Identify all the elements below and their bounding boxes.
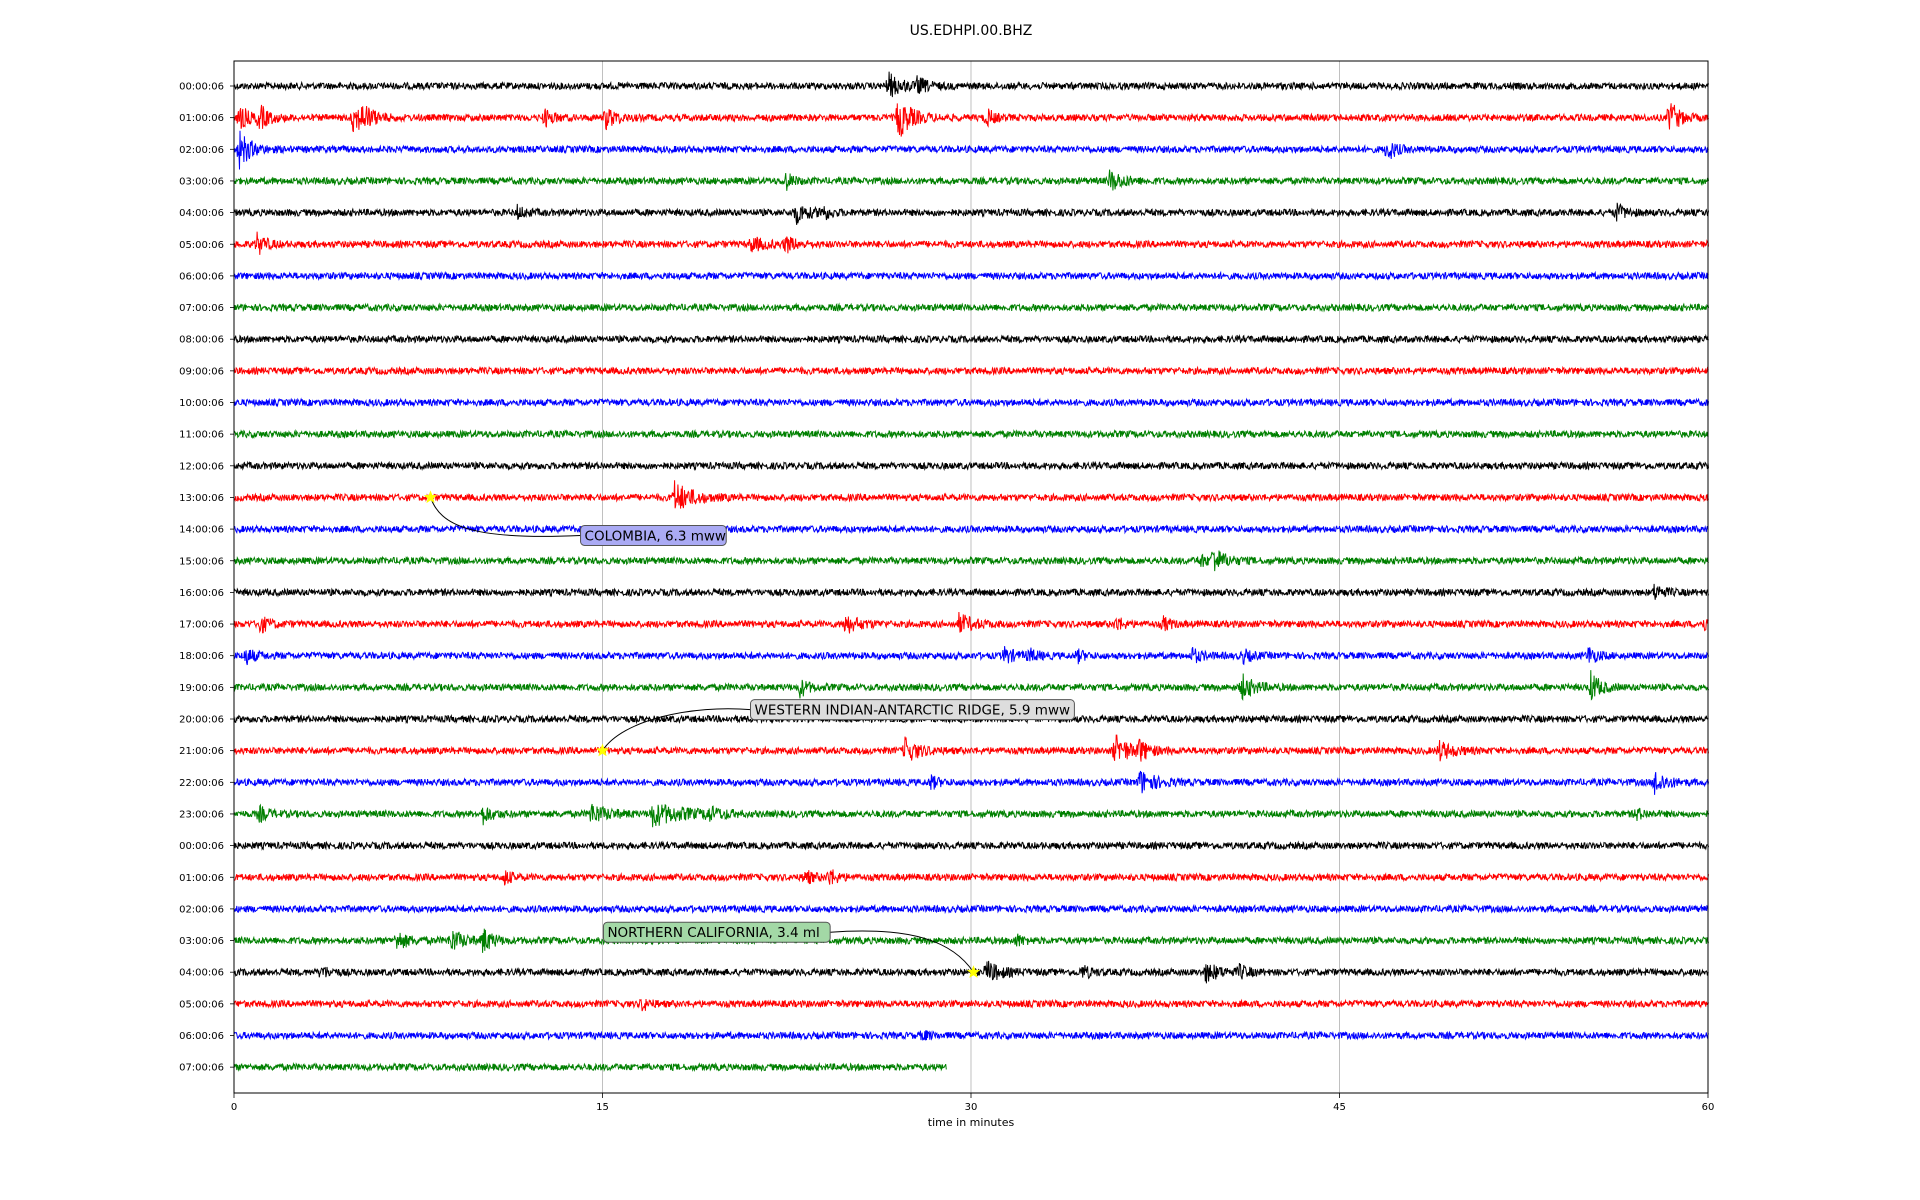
row-time-label: 03:00:06	[179, 176, 224, 187]
seismogram-trace	[233, 670, 1709, 702]
row-time-label: 06:00:06	[179, 1031, 224, 1042]
seismogram-trace	[233, 103, 1709, 137]
row-time-label: 01:00:06	[179, 873, 224, 884]
seismogram-trace	[233, 333, 1709, 345]
row-time-label: 14:00:06	[179, 525, 224, 536]
seismogram-trace	[233, 302, 1709, 313]
row-time-label: 12:00:06	[179, 461, 224, 472]
x-tick-label: 30	[965, 1102, 978, 1113]
seismogram-trace	[233, 840, 1709, 851]
seismogram-trace	[233, 202, 1709, 225]
seismogram-trace	[233, 270, 1709, 282]
row-time-label: 20:00:06	[179, 715, 224, 726]
seismogram-trace	[233, 583, 1709, 600]
event-star-marker	[595, 743, 610, 757]
event-label-box	[602, 921, 831, 943]
x-tick-label: 15	[596, 1102, 609, 1113]
seismogram-trace	[233, 998, 1709, 1012]
row-time-label: 13:00:06	[179, 493, 224, 504]
row-time-label: 18:00:06	[179, 651, 224, 662]
seismogram-trace	[233, 1030, 1709, 1042]
grid-lines	[602, 61, 1340, 1093]
event-star-marker	[966, 965, 981, 978]
seismogram-trace	[233, 803, 1709, 828]
seismogram-trace	[233, 480, 1709, 509]
seismogram-trace	[233, 365, 1709, 377]
x-tick-label: 0	[231, 1102, 237, 1113]
row-time-label: 19:00:06	[179, 683, 224, 694]
seismogram-trace	[233, 71, 1709, 98]
seismogram-trace	[233, 130, 1709, 170]
seismogram-trace	[233, 397, 1709, 408]
row-time-label: 15:00:06	[179, 556, 224, 567]
event-connector	[430, 497, 581, 537]
event-label-box	[580, 524, 727, 546]
row-time-label: 07:00:06	[179, 303, 224, 314]
row-time-label: 09:00:06	[179, 366, 224, 377]
row-time-label: 06:00:06	[179, 271, 224, 282]
event-connector	[602, 708, 751, 751]
event-annotations: COLOMBIA, 6.3 mww WESTERN INDIAN-ANTARCTI…	[423, 490, 1075, 978]
row-time-label: 23:00:06	[179, 809, 224, 820]
row-time-label: 16:00:06	[179, 588, 224, 599]
seismogram-trace	[233, 428, 1709, 440]
seismogram-trace	[233, 460, 1709, 472]
event-annotation: NORTHERN CALIFORNIA, 3.4 ml	[602, 921, 981, 978]
row-time-label: 03:00:06	[179, 936, 224, 947]
chart-title: US.EDHPI.00.BHZ	[910, 23, 1033, 39]
x-tick-label: 45	[1333, 1102, 1346, 1113]
seismogram-trace	[233, 231, 1709, 255]
event-label-box	[750, 699, 1075, 721]
row-time-label: 21:00:06	[179, 746, 224, 757]
row-time-label: 04:00:06	[179, 968, 224, 979]
event-annotation: WESTERN INDIAN-ANTARCTIC RIDGE, 5.9 mww	[595, 699, 1075, 757]
row-time-label: 00:00:06	[179, 841, 224, 852]
seismogram-trace	[233, 646, 1709, 666]
plot-axes: 0 15 30 45 60	[231, 60, 1715, 1113]
row-time-label: 08:00:06	[179, 335, 224, 346]
seismogram-trace	[233, 770, 1709, 795]
row-time-label: 02:00:06	[179, 145, 224, 156]
x-tick-label: 60	[1702, 1102, 1715, 1113]
seismogram-trace	[233, 550, 1709, 572]
event-star-marker	[423, 490, 438, 504]
seismogram-trace	[233, 523, 1709, 535]
seismogram-trace	[233, 734, 1709, 762]
seismogram-trace	[233, 903, 1709, 915]
row-time-label: 05:00:06	[179, 999, 224, 1010]
event-label: COLOMBIA, 6.3 mww	[585, 528, 726, 544]
event-annotation: COLOMBIA, 6.3 mww	[423, 490, 727, 546]
row-time-label: 05:00:06	[179, 240, 224, 251]
seismogram-trace	[233, 169, 1709, 191]
event-connector	[830, 930, 974, 973]
row-time-label: 01:00:06	[179, 113, 224, 124]
row-time-label: 00:00:06	[179, 82, 224, 93]
row-time-labels: 00:00:06 01:00:06 02:00:06 03:00:06 04:00:06…	[179, 82, 234, 1074]
row-time-label: 02:00:06	[179, 904, 224, 915]
event-label: WESTERN INDIAN-ANTARCTIC RIDGE, 5.9 mww	[755, 703, 1071, 719]
seismogram-trace	[233, 1061, 947, 1073]
seismogram-traces	[233, 71, 1709, 1073]
seismogram-trace	[233, 869, 1709, 886]
row-time-label: 17:00:06	[179, 620, 224, 631]
row-time-label: 10:00:06	[179, 398, 224, 409]
row-time-label: 22:00:06	[179, 778, 224, 789]
seismogram-trace	[233, 928, 1709, 953]
seismogram-trace	[233, 611, 1709, 634]
row-time-label: 11:00:06	[179, 430, 224, 441]
x-axis-label: time in minutes	[928, 1116, 1015, 1129]
row-time-label: 04:00:06	[179, 208, 224, 219]
row-time-label: 07:00:06	[179, 1063, 224, 1074]
event-label: NORTHERN CALIFORNIA, 3.4 ml	[607, 925, 819, 941]
